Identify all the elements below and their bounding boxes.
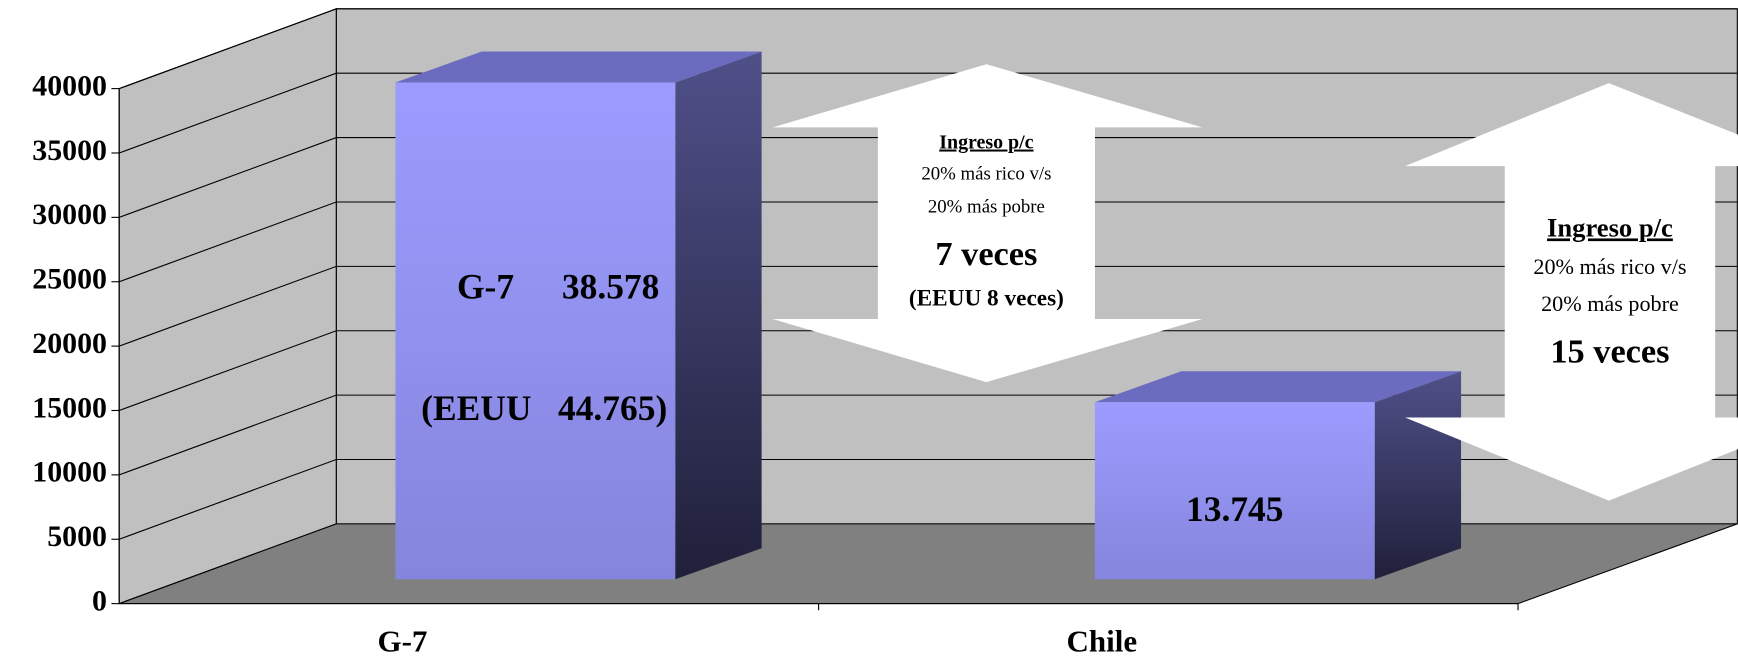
arrows [772,64,1738,501]
bar [1094,402,1375,580]
annotation: (EEUU 8 veces) [909,285,1064,311]
floor [118,523,1738,605]
grid-line [118,201,1738,283]
y-tick-label: 5000 [47,520,107,553]
annotation: 7 veces [935,235,1037,273]
y-tick-label: 40000 [32,69,107,102]
bar-top [395,51,762,83]
double-arrow [772,64,1203,383]
annotation: 20% más rico v/s [1533,254,1686,279]
grid-line [118,330,1738,412]
grid-line [118,8,1738,90]
value-label: 13.745 [1186,489,1283,529]
x-tick-label: Chile [1067,624,1138,659]
grid-line [118,265,1738,347]
annotation: 20% más pobre [928,197,1045,218]
y-tick-label: 15000 [32,391,107,424]
bar-note: (EEUU 44.765) [421,388,667,428]
grid-line [118,137,1738,218]
y-tick-label: 30000 [32,198,107,231]
y-tick-label: 20000 [32,327,107,360]
y-tick-label: 0 [92,584,107,617]
grid-line [118,72,1738,154]
bar-side [1374,371,1462,580]
annotation: 20% más rico v/s [921,163,1051,184]
bar-label: G-7 [457,266,514,306]
x-tick-label: G-7 [377,624,427,659]
bar [395,82,676,580]
bar-top [1094,371,1462,403]
annotation: Ingreso p/c [1547,212,1673,242]
annotation: Ingreso p/c [939,132,1033,154]
y-tick-label: 35000 [32,134,107,167]
value-label: 38.578 [562,266,659,306]
y-tick-label: 25000 [32,263,107,296]
labels: 0 5000 10000 15000 20000 25000 30000 35000 40000… [32,69,1686,658]
y-tick-label: 10000 [32,456,107,489]
annotation: 20% más pobre [1541,291,1679,316]
bars [395,51,1462,580]
bar-side [675,51,762,580]
annotation: 15 veces [1550,332,1669,370]
double-arrow [1405,83,1738,501]
